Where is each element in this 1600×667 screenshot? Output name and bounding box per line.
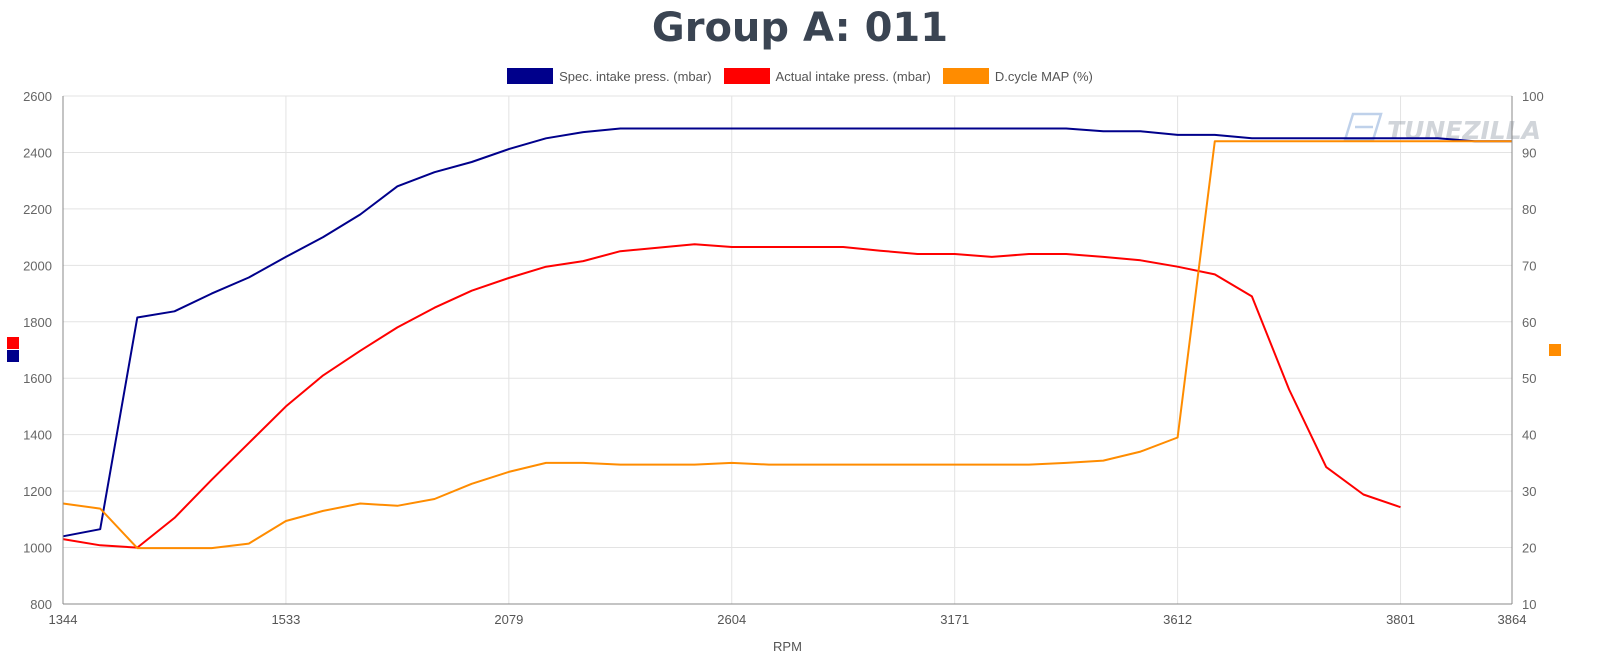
y2-tick-label: 90 bbox=[1522, 145, 1536, 160]
series-line-spec bbox=[62, 127, 1512, 538]
y-tick-label: 800 bbox=[30, 597, 52, 612]
legend-swatch-dcycle bbox=[942, 68, 989, 84]
x-tick-label: 1533 bbox=[271, 612, 300, 627]
x-tick-label: 3801 bbox=[1386, 612, 1415, 627]
legend-item-dcycle[interactable]: D.cycle MAP (%) bbox=[942, 68, 1093, 84]
y-tick-label: 1400 bbox=[23, 428, 52, 443]
y-tick-label: 2200 bbox=[23, 202, 52, 217]
x-axis-title: RPM bbox=[773, 639, 802, 654]
legend-label-spec: Spec. intake press. (mbar) bbox=[559, 68, 712, 84]
legend-swatch-spec bbox=[507, 68, 554, 84]
y-tick-label: 1800 bbox=[23, 315, 52, 330]
x-tick-label: 3171 bbox=[940, 612, 969, 627]
axis-layer: 800 10 1000 20 1200 30 1400 40 1600 50 1800 60 2000 7… bbox=[23, 89, 1544, 654]
y-tick-label: 2400 bbox=[23, 145, 52, 160]
legend-item-spec[interactable]: Spec. intake press. (mbar) bbox=[507, 68, 712, 84]
legend-label-actual: Actual intake press. (mbar) bbox=[775, 68, 931, 84]
legend-item-actual[interactable]: Actual intake press. (mbar) bbox=[723, 68, 931, 84]
legend-swatch-actual bbox=[723, 68, 770, 84]
grid-layer bbox=[62, 95, 1513, 605]
series-line-actual bbox=[62, 243, 1401, 549]
series-layer bbox=[62, 127, 1512, 550]
left-axis-marker-spec bbox=[7, 350, 19, 362]
y2-tick-label: 50 bbox=[1522, 371, 1536, 386]
y2-tick-label: 40 bbox=[1522, 428, 1536, 443]
chart-legend: Spec. intake press. (mbar) Actual intake… bbox=[0, 68, 1600, 84]
x-tick-label: 3612 bbox=[1163, 612, 1192, 627]
y-tick-label: 1000 bbox=[23, 541, 52, 556]
y2-tick-label: 10 bbox=[1522, 597, 1536, 612]
x-tick-label: 1344 bbox=[49, 612, 78, 627]
y-tick-label: 1600 bbox=[23, 371, 52, 386]
x-tick-label: 2079 bbox=[494, 612, 523, 627]
y2-tick-label: 70 bbox=[1522, 258, 1536, 273]
left-axis-marker-actual bbox=[7, 337, 19, 349]
tunezilla-logo-mark bbox=[1343, 112, 1383, 142]
y2-tick-label: 60 bbox=[1522, 315, 1536, 330]
y-tick-label: 2000 bbox=[23, 258, 52, 273]
legend-label-dcycle: D.cycle MAP (%) bbox=[994, 68, 1093, 84]
x-tick-label: 3864 bbox=[1498, 612, 1527, 627]
chart-title: Group A: 011 bbox=[651, 5, 949, 51]
y2-tick-label: 100 bbox=[1522, 89, 1544, 104]
y-tick-label: 2600 bbox=[23, 89, 52, 104]
right-axis-marker-dcycle bbox=[1549, 344, 1561, 356]
y2-tick-label: 30 bbox=[1522, 484, 1536, 499]
y2-tick-label: 20 bbox=[1522, 541, 1536, 556]
x-tick-label: 2604 bbox=[717, 612, 746, 627]
y2-tick-label: 80 bbox=[1522, 202, 1536, 217]
y-tick-label: 1200 bbox=[23, 484, 52, 499]
series-line-dcycle bbox=[62, 140, 1512, 550]
